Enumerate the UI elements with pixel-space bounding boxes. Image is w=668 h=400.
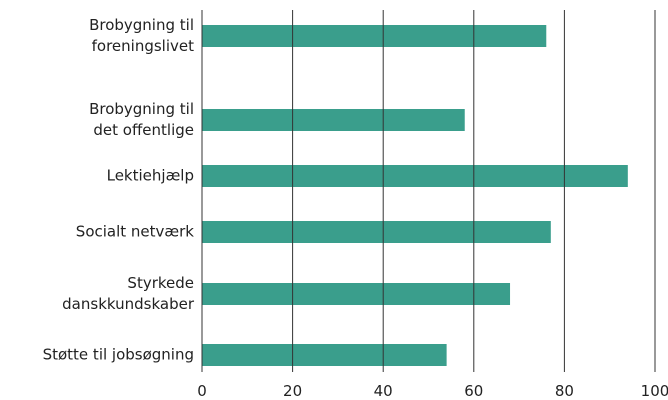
y-tick-label: Støtte til jobsøgning — [42, 345, 194, 364]
y-tick-label: Socialt netværk — [75, 222, 194, 241]
x-tick-label: 100 — [641, 382, 668, 400]
x-tick-label: 20 — [283, 382, 302, 400]
x-tick-label: 40 — [374, 382, 393, 400]
bar — [202, 344, 447, 366]
y-tick-label: Styrkede danskkundskaber — [62, 274, 194, 313]
bar — [202, 109, 465, 131]
x-tick-label: 0 — [197, 382, 207, 400]
bar — [202, 283, 511, 305]
y-tick-label: Lektiehjælp — [106, 166, 194, 185]
x-tick-label: 80 — [555, 382, 574, 400]
y-tick-label: Brobygning til det offentlige — [89, 100, 194, 139]
bar — [202, 25, 547, 47]
bar — [202, 221, 551, 243]
y-tick-label: Brobygning til foreningslivet — [89, 16, 194, 55]
x-tick-label: 60 — [464, 382, 483, 400]
bar — [202, 165, 628, 187]
